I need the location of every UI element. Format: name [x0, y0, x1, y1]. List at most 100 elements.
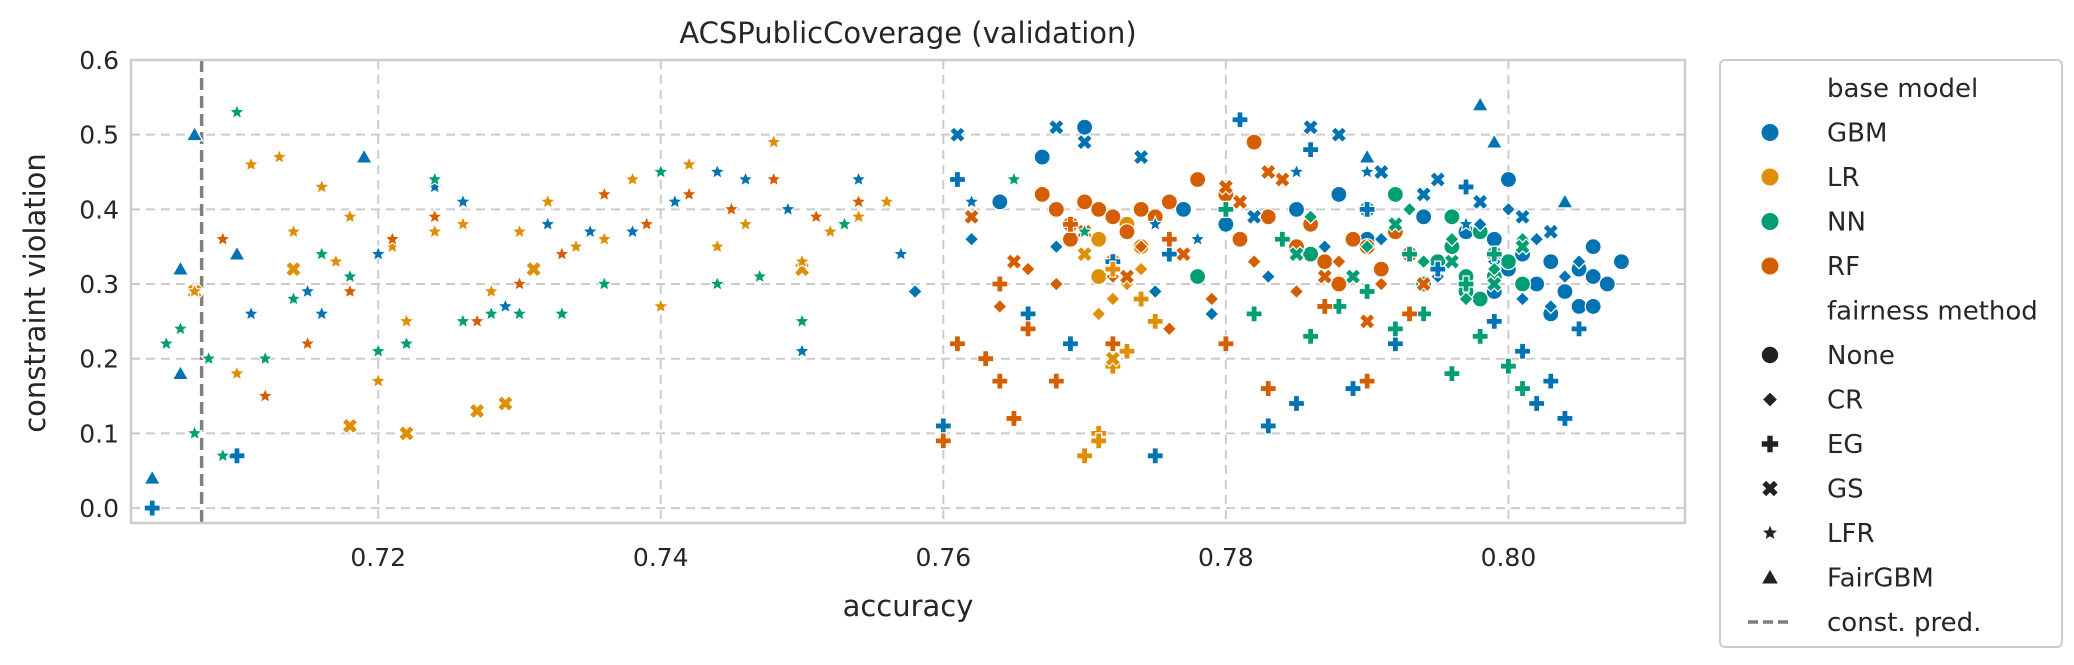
point-gbm-eg [1259, 417, 1277, 435]
point-nn-lfr [425, 169, 444, 188]
point-gbm-none [1415, 208, 1433, 226]
legend-marker-gs-shape [1760, 479, 1780, 498]
point-gbm-cr [1528, 231, 1545, 248]
point-nn-gs-shape [1513, 238, 1532, 256]
y-axis-label: constraint violation [18, 153, 52, 433]
point-lr-lfr [185, 281, 204, 300]
point-rf-none [1132, 200, 1150, 218]
point-lr-eg [1146, 312, 1164, 330]
legend-swatch-gbm [1760, 123, 1780, 142]
legend-label-cr: CR [1827, 386, 1863, 416]
point-nn-eg [1386, 320, 1404, 338]
point-lr-gs-shape [397, 424, 416, 443]
point-nn-eg [1217, 200, 1235, 218]
point-nn-lfr [397, 334, 416, 352]
point-nn-gs [1485, 275, 1503, 293]
point-gbm-none [1598, 275, 1616, 293]
point-nn-lfr [651, 162, 670, 180]
point-gbm-eg [1570, 320, 1588, 338]
point-rf-lfr [340, 281, 360, 300]
point-nn-lfr [835, 214, 854, 233]
point-gbm-eg [1231, 111, 1249, 129]
point-rf-none [1033, 185, 1051, 204]
point-nn-lfr [171, 319, 190, 337]
data-points [143, 95, 1631, 517]
point-gbm-gs-shape [1330, 126, 1348, 144]
point-gbm-lfr [778, 199, 798, 218]
point-rf-none [1259, 208, 1277, 226]
point-lr-gs-shape [341, 417, 359, 435]
point-rf-gs [1005, 252, 1023, 271]
x-tick-label: 0.78 [1198, 543, 1254, 572]
point-rf-none [1330, 275, 1348, 293]
x-tick-label: 0.72 [350, 543, 406, 572]
point-gbm-fairgbm [1358, 147, 1377, 164]
point-rf-gs-shape [1231, 193, 1249, 211]
point-lr-gs-shape [496, 394, 514, 413]
point-rf-eg [948, 335, 967, 353]
point-nn-lfr [708, 274, 727, 292]
point-nn-eg [1457, 275, 1475, 293]
point-rf-none [1118, 223, 1136, 241]
point-gbm-cr [1373, 231, 1390, 248]
point-gbm-lfr [241, 304, 261, 322]
point-lr-gs [1075, 245, 1094, 263]
point-lr-lfr [708, 237, 727, 255]
point-gbm-eg [1061, 335, 1080, 353]
point-lr-eg [1075, 447, 1094, 465]
point-nn-lfr [552, 304, 571, 322]
point-gbm-eg [1302, 141, 1320, 159]
point-gbm-lfr [665, 192, 684, 210]
point-rf-cr [991, 298, 1008, 315]
point-rf-lfr [510, 274, 529, 292]
y-tick-label: 0.0 [79, 494, 119, 523]
point-lr-eg [1132, 290, 1150, 308]
point-gbm-lfr [736, 169, 755, 188]
point-gbm-gs-shape [1302, 118, 1320, 136]
point-lr-gs [468, 402, 486, 420]
tick-labels: 0.72 0.74 0.76 0.78 0.80 0.0 0.1 0.2 0.3 0.4 0.5 0.… [79, 46, 1536, 572]
point-gbm-none [1075, 118, 1094, 136]
point-rf-gs [962, 208, 981, 226]
point-nn-lfr [284, 289, 303, 307]
point-rf-cr [1203, 291, 1220, 307]
point-gbm-eg [1386, 335, 1404, 353]
point-gbm-eg [948, 170, 967, 189]
point-gbm-none [1584, 297, 1602, 316]
point-nn-eg [1358, 282, 1376, 301]
point-nn-lfr [1004, 169, 1024, 188]
point-lr-lfr [595, 229, 614, 247]
point-gbm-lfr [298, 281, 317, 300]
point-rf-gs [1217, 178, 1235, 196]
point-rf-eg [1358, 372, 1376, 390]
legend-swatch-nn [1760, 212, 1780, 231]
point-rf-cr [1133, 238, 1149, 255]
point-gbm-lfr [425, 177, 444, 195]
point-gbm-lfr [962, 192, 981, 210]
point-gbm-lfr [1188, 229, 1207, 247]
point-rf-lfr [383, 229, 402, 247]
point-gbm-gs-shape [1542, 223, 1560, 241]
point-nn-gs-shape [1443, 253, 1461, 271]
point-nn-eg [1245, 305, 1263, 323]
point-rf-none [1090, 200, 1108, 218]
point-lr-cr [1133, 261, 1149, 277]
point-nn-gs [1513, 238, 1532, 256]
point-gbm-none [1612, 253, 1631, 271]
point-gbm-lfr [369, 244, 388, 262]
point-lr-lfr [340, 207, 360, 225]
point-nn-lfr [256, 349, 275, 367]
point-lr-gs [496, 394, 514, 413]
x-tick-label: 0.74 [633, 543, 689, 572]
point-rf-eg [977, 350, 995, 368]
point-gbm-gs [1471, 193, 1489, 211]
point-rf-lfr [637, 214, 656, 233]
point-lr-lfr [241, 154, 261, 173]
point-gbm-none [1217, 215, 1235, 233]
point-lr-cr [1090, 306, 1107, 322]
point-lr-lfr [821, 222, 840, 240]
point-lr-gs-shape [284, 260, 303, 278]
point-nn-lfr [792, 311, 812, 330]
point-nn-eg [1485, 245, 1503, 263]
